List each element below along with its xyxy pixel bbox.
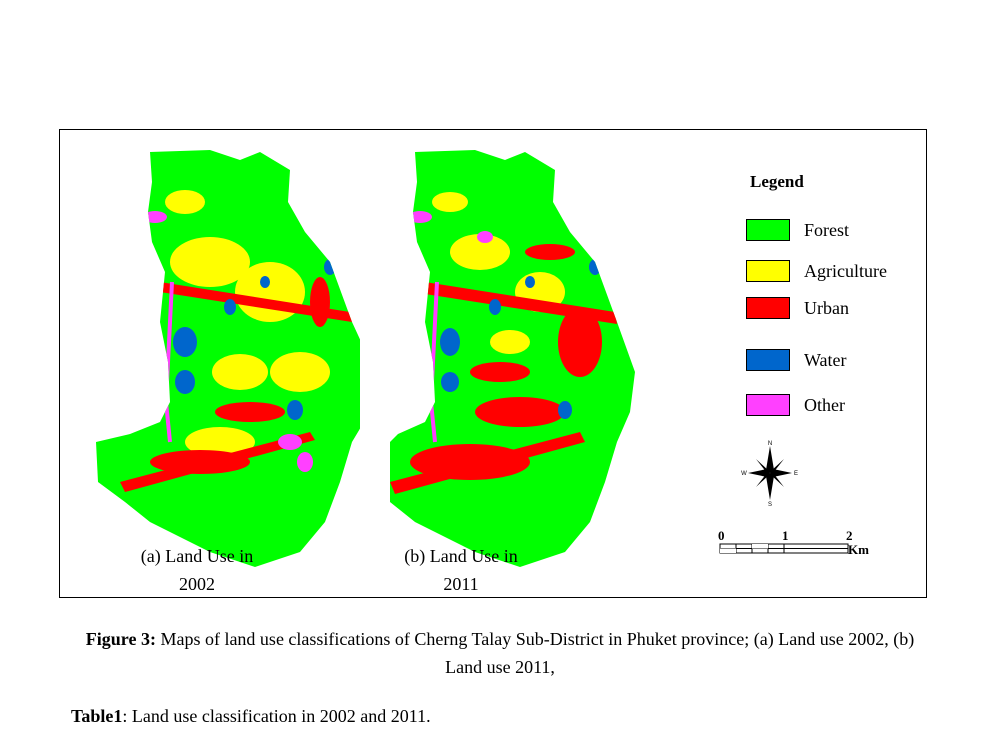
figure-frame: (a) Land Use in 2002 (b) Land Use in 201…: [59, 129, 927, 598]
legend-item-forest: Forest: [746, 218, 916, 244]
scale-tick-2: 2: [846, 528, 853, 543]
compass-w: W: [741, 471, 747, 477]
legend-swatch-urban: [746, 297, 790, 319]
figure-caption: Figure 3: Maps of land use classificatio…: [70, 625, 930, 681]
map-caption-2011-line2: 2011: [443, 574, 479, 594]
legend-item-urban: Urban: [746, 296, 916, 322]
legend-swatch-forest: [746, 219, 790, 241]
legend-item-agriculture: Agriculture: [746, 259, 916, 285]
land-use-map-2002: [90, 142, 360, 572]
legend-swatch-water: [746, 349, 790, 371]
figure-caption-text: Maps of land use classifications of Cher…: [160, 629, 915, 677]
compass-rose-icon: N S W E: [740, 440, 800, 508]
legend-swatch-agriculture: [746, 260, 790, 282]
scale-unit: Km: [848, 542, 869, 557]
map-caption-2002: (a) Land Use in 2002: [122, 542, 272, 598]
legend-swatch-other: [746, 394, 790, 416]
table-caption-text: : Land use classification in 2002 and 20…: [122, 706, 431, 726]
legend-item-water: Water: [746, 348, 916, 374]
scale-tick-1: 1: [782, 528, 789, 543]
table-caption: Table1: Land use classification in 2002 …: [71, 704, 431, 728]
scale-tick-0: 0: [718, 528, 725, 543]
legend-label-forest: Forest: [804, 220, 849, 240]
legend-label-other: Other: [804, 395, 845, 415]
compass-e: E: [794, 471, 798, 477]
compass-n: N: [768, 441, 772, 447]
legend-title: Legend: [750, 172, 804, 191]
legend-item-other: Other: [746, 393, 916, 419]
figure-caption-label: Figure 3:: [85, 629, 156, 649]
map-2011-graphic: [390, 150, 635, 567]
legend-label-urban: Urban: [804, 298, 849, 318]
legend-label-water: Water: [804, 350, 847, 370]
map-caption-2011: (b) Land Use in 2011: [386, 542, 536, 598]
map-2002-graphic: [96, 150, 360, 567]
map-caption-2002-line1: (a) Land Use in: [140, 546, 254, 566]
map-caption-2011-line1: (b) Land Use in: [404, 546, 518, 566]
table-caption-label: Table1: [71, 706, 123, 726]
compass-s: S: [768, 502, 772, 506]
land-use-map-2011: [390, 142, 660, 572]
scale-bar: 0 1 2 Km: [716, 528, 884, 564]
legend: Legend Forest Agriculture Urban Water Ot…: [746, 172, 916, 432]
scale-bar-graphic: [719, 543, 849, 554]
legend-label-agriculture: Agriculture: [804, 261, 887, 281]
map-caption-2002-line2: 2002: [179, 574, 215, 594]
